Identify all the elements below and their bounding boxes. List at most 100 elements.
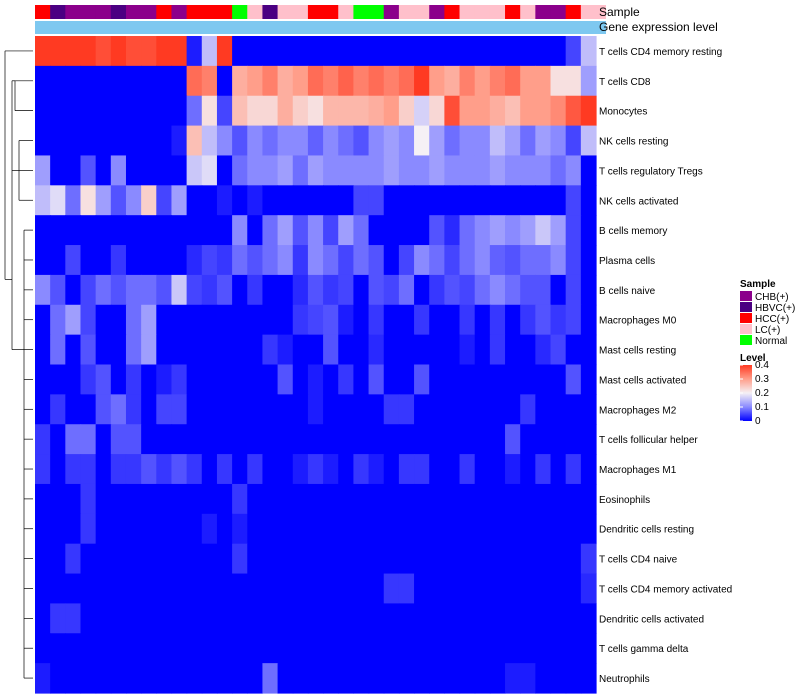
heatmap-cell <box>414 274 430 306</box>
heatmap-cell <box>292 543 309 575</box>
heatmap-cell <box>156 334 173 366</box>
heatmap-cell <box>565 663 582 694</box>
heatmap-cell <box>292 454 309 485</box>
heatmap-cell <box>141 364 157 395</box>
heatmap-cell <box>65 573 82 605</box>
heatmap-cell <box>307 334 324 366</box>
heatmap-cell <box>520 215 536 246</box>
sample-legend-label: LC(+) <box>755 325 780 336</box>
heatmap-cell <box>156 304 173 336</box>
heatmap-cell <box>505 185 521 216</box>
heatmap-cell <box>141 424 157 455</box>
heatmap-cell <box>35 95 51 127</box>
heatmap-cell <box>277 36 294 67</box>
heatmap-cell <box>50 304 66 336</box>
heatmap-cell <box>247 573 264 605</box>
heatmap-cell <box>201 424 218 455</box>
heatmap-cell <box>565 424 582 455</box>
heatmap-cell <box>141 274 157 306</box>
heatmap-cell <box>216 245 233 276</box>
heatmap-cell <box>80 36 97 67</box>
sample-annotation-cell <box>80 5 97 19</box>
heatmap-cell <box>535 513 552 545</box>
heatmap-cell <box>307 304 324 336</box>
heatmap-cell <box>186 633 203 664</box>
heatmap-cell <box>565 274 582 306</box>
heatmap-cell <box>444 663 461 694</box>
heatmap-cell <box>505 304 521 336</box>
heatmap-cell <box>368 513 385 545</box>
heatmap-cell <box>216 663 233 694</box>
heatmap-cell <box>398 245 415 276</box>
heatmap-cell <box>338 36 354 67</box>
heatmap-cell <box>368 334 385 366</box>
heatmap-cell <box>323 394 339 425</box>
heatmap-cell <box>580 573 597 605</box>
heatmap-cell <box>35 454 51 485</box>
heatmap-cell <box>307 394 324 425</box>
heatmap-cell <box>232 424 248 455</box>
heatmap-cell <box>307 573 324 605</box>
sample-annotation-cell <box>247 5 264 19</box>
heatmap-cell <box>444 36 461 67</box>
heatmap-cell <box>414 483 430 515</box>
heatmap-cell <box>156 36 173 67</box>
heatmap-cell <box>292 483 309 515</box>
heatmap-cell <box>368 36 385 67</box>
heatmap-cell <box>95 454 112 485</box>
heatmap-cell <box>580 95 597 127</box>
heatmap-cell <box>171 95 188 127</box>
level-tick-label: 0.4 <box>755 360 769 371</box>
heatmap-cell <box>520 483 536 515</box>
heatmap-cell <box>550 245 567 276</box>
heatmap-cell <box>262 394 279 425</box>
row-label: T cells regulatory Tregs <box>599 166 703 177</box>
heatmap-cell <box>535 65 552 97</box>
heatmap-cell <box>216 454 233 485</box>
heatmap-cell <box>232 454 248 485</box>
heatmap-cell <box>474 513 491 545</box>
heatmap-cell <box>383 633 400 664</box>
heatmap-cell <box>186 155 203 186</box>
heatmap-cell <box>353 454 370 485</box>
level-tick-label: 0.2 <box>755 388 769 399</box>
heatmap-cell <box>277 185 294 216</box>
heatmap-cell <box>262 364 279 395</box>
heatmap-cell <box>35 36 51 67</box>
heatmap-cell <box>125 394 142 425</box>
heatmap-cell <box>307 454 324 485</box>
heatmap-cell <box>505 36 521 67</box>
heatmap-cell <box>201 364 218 395</box>
heatmap-cell <box>383 185 400 216</box>
heatmap-cell <box>247 394 264 425</box>
heatmap-cell <box>429 304 445 336</box>
heatmap-cell <box>323 513 339 545</box>
heatmap-cell <box>307 155 324 186</box>
heatmap-cell <box>186 65 203 97</box>
heatmap-cell <box>201 245 218 276</box>
heatmap-cell <box>459 95 476 127</box>
heatmap-cell <box>338 543 354 575</box>
heatmap-cell <box>171 543 188 575</box>
heatmap-cell <box>50 125 66 157</box>
sample-annotation-cell <box>216 5 233 19</box>
heatmap-cell <box>141 215 157 246</box>
sample-legend-label: HCC(+) <box>755 314 789 325</box>
heatmap-cell <box>216 483 233 515</box>
sample-annotation-cell <box>505 5 521 19</box>
heatmap-cell <box>262 633 279 664</box>
heatmap-cell <box>550 454 567 485</box>
heatmap-cell <box>292 245 309 276</box>
heatmap-cell <box>338 245 354 276</box>
heatmap-cell <box>156 603 173 634</box>
heatmap-cell <box>125 155 142 186</box>
sample-annotation-cell <box>398 5 415 19</box>
heatmap-cell <box>141 513 157 545</box>
heatmap-cell <box>323 483 339 515</box>
heatmap-cell <box>65 454 82 485</box>
sample-annotation-cell <box>65 5 82 19</box>
row-label: NK cells activated <box>599 196 678 207</box>
heatmap-cell <box>141 155 157 186</box>
heatmap-cell <box>459 65 476 97</box>
heatmap-cell <box>444 513 461 545</box>
